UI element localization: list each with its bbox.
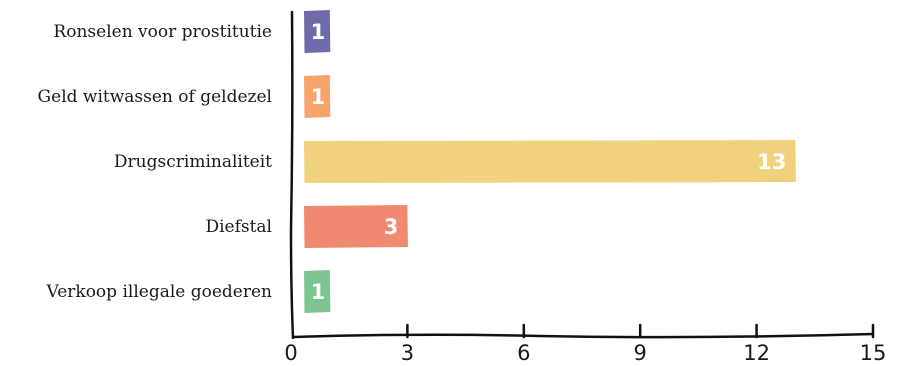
data-label: 13 xyxy=(757,150,786,174)
x-tick-label: 12 xyxy=(743,341,770,365)
x-tick-label: 15 xyxy=(860,341,887,365)
bar xyxy=(304,140,796,183)
category-label: Drugscriminaliteit xyxy=(114,152,272,172)
bar xyxy=(304,75,331,118)
x-tick-label: 9 xyxy=(634,341,647,365)
x-tick-label: 3 xyxy=(401,341,414,365)
bar xyxy=(304,10,331,53)
bar xyxy=(304,205,408,248)
x-tick-label: 0 xyxy=(284,341,297,365)
x-axis-line xyxy=(291,332,875,339)
x-ticks xyxy=(406,323,875,339)
data-label: 1 xyxy=(311,85,326,109)
y-axis-line xyxy=(289,10,295,340)
data-labels: 1 1 13 3 1 xyxy=(311,20,787,304)
data-label: 1 xyxy=(311,280,326,304)
x-tick-labels: 0 3 6 9 12 15 xyxy=(284,341,886,365)
bar xyxy=(304,270,331,313)
data-label: 3 xyxy=(384,215,399,239)
category-labels: Ronselen voor prostitutie Geld witwassen … xyxy=(38,22,273,302)
category-label: Geld witwassen of geldezel xyxy=(38,87,272,107)
category-label: Diefstal xyxy=(205,217,272,237)
category-label: Ronselen voor prostitutie xyxy=(53,22,272,42)
data-label: 1 xyxy=(311,20,326,44)
bars-group xyxy=(304,10,796,313)
category-label: Verkoop illegale goederen xyxy=(45,282,272,302)
x-tick-label: 6 xyxy=(517,341,530,365)
